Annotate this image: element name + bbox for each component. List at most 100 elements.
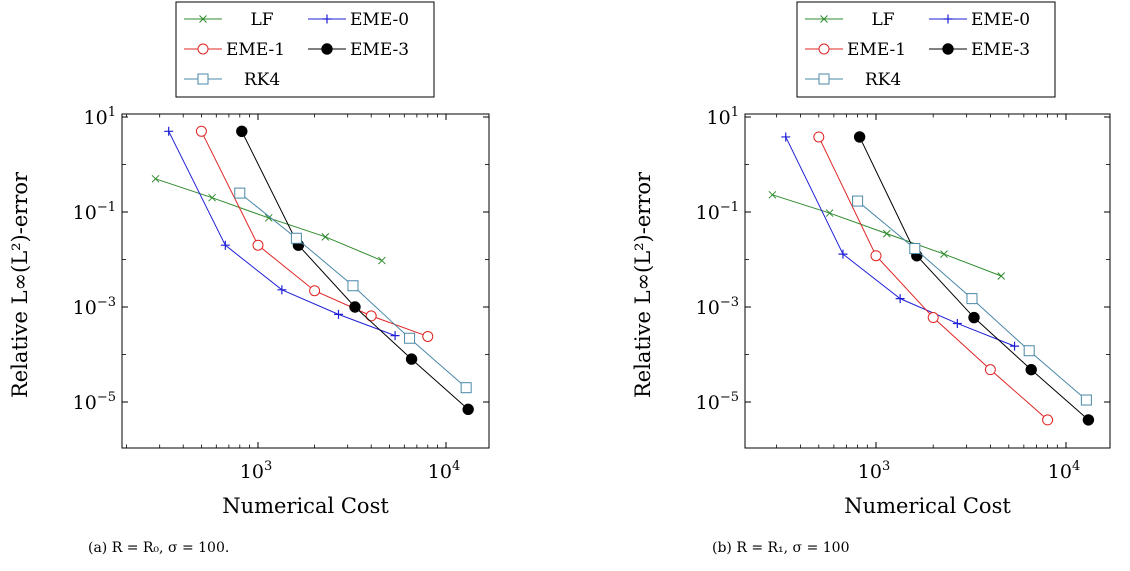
data-point-eme-1 [422,330,434,342]
data-point-eme-3 [462,403,474,416]
legend-marker [199,15,207,23]
data-point-eme-0 [220,240,230,250]
x-axis-label: Numerical Cost [844,494,1011,518]
data-point-rk4 [909,243,921,255]
legend-item-rk4: RK4 [184,70,280,90]
data-point-eme-0 [952,318,962,328]
data-point-eme-1 [1042,414,1054,426]
series-line-eme-0 [168,131,396,337]
series-line-lf [155,178,383,262]
data-point-lf [321,232,330,241]
legend-marker [820,15,828,23]
chart-panel-b: 101 10−1 10−3 10−5 103 104 Numerical Cost Relat… [631,1,1111,556]
series-eme-0 [164,126,400,341]
legend-item-eme-3: EME-3 [308,40,409,60]
legend-label: EME-3 [350,40,409,60]
data-point-rk4 [404,332,416,344]
data-point-eme-0 [277,285,287,295]
series-lf [768,190,1006,280]
data-point-eme-3 [236,125,248,137]
data-point-eme-0 [781,132,791,142]
series-line-eme-0 [785,136,1015,347]
series-eme-0 [781,132,1020,351]
y-tick-label: 10−3 [696,295,739,319]
data-point-eme-0 [333,309,343,319]
legend-marker [942,43,954,55]
x-tick-label: 104 [1048,459,1080,483]
data-point-rk4 [290,232,302,244]
x-tick-label: 103 [858,459,890,483]
data-point-eme-1 [984,364,996,376]
series-lf [151,174,386,265]
data-point-eme-0 [390,331,400,341]
y-tick-label: 101 [707,105,739,129]
legend-label: RK4 [865,70,901,90]
data-point-eme-1 [813,131,825,143]
data-point-rk4 [966,293,978,305]
series-line-eme-1 [200,131,428,337]
data-point-lf [882,229,891,238]
legend-item-eme-0: EME-0 [308,10,409,30]
data-point-eme-3 [405,353,418,365]
data-point-lf [264,214,273,222]
legend-label: EME-1 [847,40,906,60]
legend-marker [197,43,209,55]
data-point-lf [940,250,948,258]
series-line-eme-1 [818,136,1048,421]
x-tick-label: 103 [240,459,272,483]
series-eme-1 [813,131,1054,426]
data-point-rk4 [1080,394,1092,406]
y-tick-label: 10−1 [696,200,739,224]
data-point-rk4 [460,382,472,394]
figure-caption: (a) R = R₀, σ = 100. [88,540,229,556]
plot-area [121,113,490,449]
y-tick-label: 101 [84,105,116,129]
data-point-lf [825,209,834,217]
y-tick-label: 10−3 [73,295,116,319]
legend-label: EME-0 [350,10,409,30]
legend-marker [818,43,830,55]
data-point-eme-0 [1010,341,1020,351]
y-tick-label: 10−1 [73,200,116,224]
legend-item-eme-3: EME-3 [929,40,1030,60]
data-point-lf [208,193,216,202]
data-point-eme-1 [927,312,939,324]
data-point-rk4 [852,195,864,207]
series-line-lf [772,194,1002,277]
figure-caption: (b) R = R₁, σ = 100 [712,540,849,556]
data-point-eme-0 [838,249,848,259]
x-tick-label: 104 [428,459,460,483]
data-point-lf [378,256,386,265]
series-rk4 [852,195,1092,406]
data-point-eme-1 [365,310,377,322]
legend: LF EME-0 EME-1 EME-3 RK4 [796,1,1056,98]
data-point-eme-0 [895,294,905,304]
series-eme-3 [236,125,474,416]
legend-item-eme-1: EME-1 [805,40,906,60]
legend-label: EME-0 [971,10,1030,30]
data-point-eme-1 [309,285,321,297]
data-point-eme-3 [1025,363,1037,376]
legend-item-eme-1: EME-1 [184,40,285,60]
legend-label: LF [871,10,894,30]
legend-marker [818,73,830,85]
legend-marker [321,43,333,55]
data-point-eme-1 [195,125,207,137]
legend-marker [197,73,209,85]
y-axis-label: Relative L∞(L²)-error [631,171,655,398]
data-point-rk4 [1023,345,1035,357]
data-point-eme-3 [853,131,866,143]
series-line-eme-3 [241,131,469,410]
plot-area [744,113,1111,449]
data-point-eme-3 [349,301,361,313]
series-line-eme-3 [859,136,1089,421]
data-point-eme-1 [252,239,264,251]
data-point-eme-0 [164,126,174,136]
data-point-lf [151,174,160,183]
legend-marker [322,14,332,24]
legend-label: EME-1 [226,40,285,60]
legend-item-lf: LF [184,10,274,30]
series-eme-1 [195,125,434,342]
data-point-eme-3 [1082,414,1095,426]
legend-label: RK4 [244,70,280,90]
